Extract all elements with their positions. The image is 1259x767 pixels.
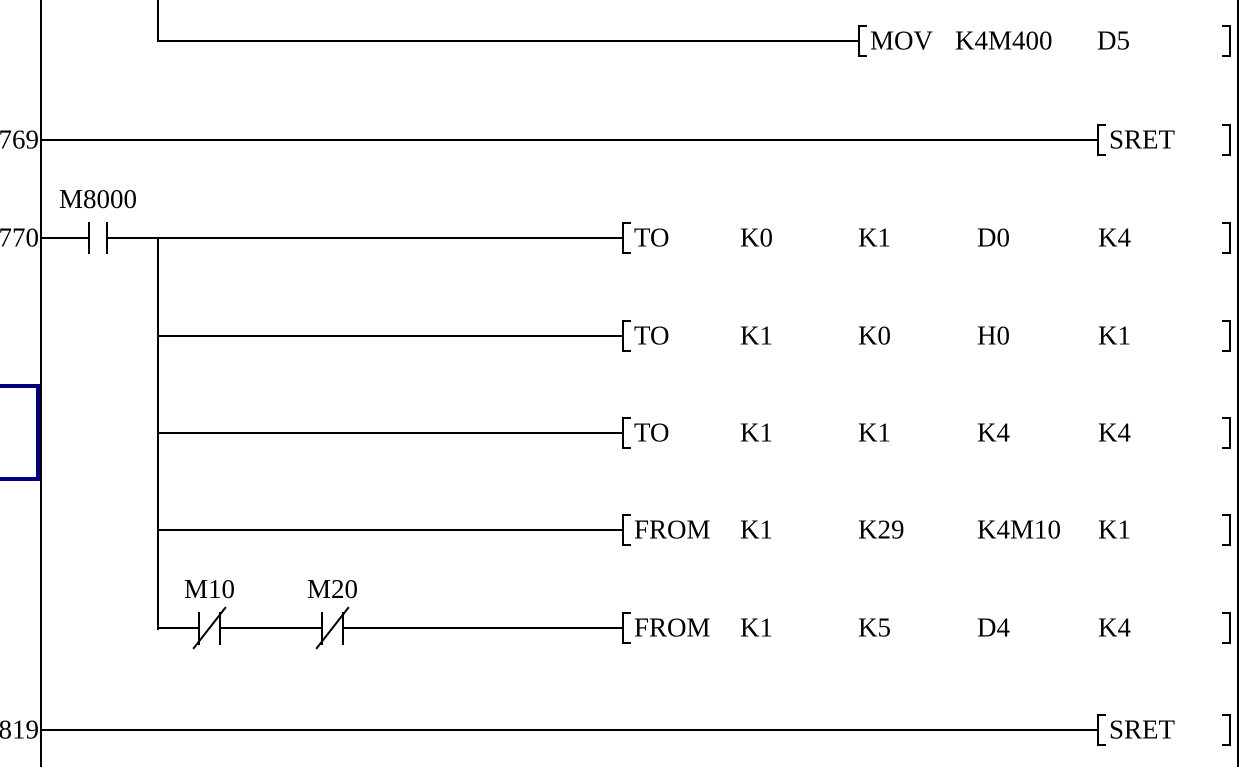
instruction-name: MOV (870, 25, 934, 56)
operand: H0 (977, 320, 1010, 351)
instruction-sret-819[interactable]: SRET (1097, 713, 1234, 747)
wire-from2-seg1 (157, 627, 200, 629)
wire-to2-rung (157, 335, 624, 337)
power-rail-right (1237, 0, 1239, 767)
operand: D0 (977, 222, 1010, 253)
instruction-name: SRET (1109, 714, 1176, 745)
instruction-name: FROM (634, 612, 711, 643)
operand: K4 (1098, 222, 1131, 253)
operand: K4 (1098, 612, 1131, 643)
close-bracket (1222, 612, 1231, 644)
wire-to3-rung (157, 432, 624, 434)
close-bracket (1222, 320, 1231, 352)
instruction-name: TO (634, 320, 670, 351)
contact-m10[interactable]: M10 (184, 576, 235, 650)
wire-770-right (108, 237, 624, 239)
instruction-name: FROM (634, 514, 711, 545)
contact-bar (321, 612, 323, 645)
close-bracket (1222, 417, 1231, 449)
contact-bar (106, 222, 108, 254)
contact-bar (219, 612, 221, 645)
open-bracket (1097, 124, 1106, 156)
operand: K1 (740, 320, 773, 351)
contact-bar (88, 222, 90, 254)
operand: K1 (1098, 320, 1131, 351)
instruction-sret-769[interactable]: SRET (1097, 123, 1234, 157)
step-number-819: 819 (0, 714, 39, 745)
instruction-to-2[interactable]: TO K1 K0 H0 K1 (622, 319, 1234, 353)
wire-branch-top (157, 0, 159, 41)
open-bracket (1097, 714, 1106, 746)
wire-770-left (41, 237, 90, 239)
operand: K5 (858, 612, 891, 643)
wire-from2-seg3 (344, 627, 624, 629)
operand: K0 (740, 222, 773, 253)
instruction-to-1[interactable]: TO K0 K1 D0 K4 (622, 221, 1234, 255)
instruction-name: TO (634, 417, 670, 448)
close-bracket (1222, 514, 1231, 546)
contact-label: M20 (306, 574, 359, 604)
contact-bar (342, 612, 344, 645)
instruction-to-3[interactable]: TO K1 K1 K4 K4 (622, 416, 1234, 450)
open-bracket (858, 25, 867, 57)
step-number-769: 769 (0, 124, 39, 155)
contact-m20[interactable]: M20 (307, 576, 358, 650)
wire-from1-rung (157, 529, 624, 531)
operand: K4M10 (977, 514, 1062, 545)
operand: D4 (977, 612, 1010, 643)
operand: K1 (858, 222, 891, 253)
wire-sret-819 (41, 729, 1099, 731)
instruction-name: SRET (1109, 124, 1176, 155)
power-rail-left (40, 0, 42, 767)
operand: K4 (977, 417, 1010, 448)
operand: K1 (740, 612, 773, 643)
step-number-770: 770 (0, 222, 39, 253)
contact-m8000[interactable]: M8000 (59, 186, 137, 256)
operand: D5 (1097, 25, 1130, 56)
instruction-from-1[interactable]: FROM K1 K29 K4M10 K1 (622, 513, 1234, 547)
wire-mov-rung (157, 40, 860, 42)
instruction-from-2[interactable]: FROM K1 K5 D4 K4 (622, 611, 1234, 645)
operand: K4 (1098, 417, 1131, 448)
operand: K1 (858, 417, 891, 448)
operand: K1 (1098, 514, 1131, 545)
close-bracket (1222, 714, 1231, 746)
open-bracket (622, 514, 631, 546)
close-bracket (1222, 222, 1231, 254)
operand: K1 (740, 417, 773, 448)
instruction-mov[interactable]: MOV K4M400 D5 (858, 24, 1234, 58)
instruction-name: TO (634, 222, 670, 253)
open-bracket (622, 320, 631, 352)
open-bracket (622, 222, 631, 254)
operand: K4M400 (955, 25, 1053, 56)
operand: K29 (858, 514, 905, 545)
contact-label: M10 (183, 574, 236, 604)
operand: K1 (740, 514, 773, 545)
close-bracket (1222, 25, 1231, 57)
contact-label: M8000 (58, 184, 138, 214)
open-bracket (622, 612, 631, 644)
operand: K0 (858, 320, 891, 351)
edit-cursor[interactable] (0, 384, 40, 481)
open-bracket (622, 417, 631, 449)
contact-bar (198, 612, 200, 645)
wire-from2-seg2 (221, 627, 323, 629)
wire-sret-769 (41, 139, 1099, 141)
close-bracket (1222, 124, 1231, 156)
